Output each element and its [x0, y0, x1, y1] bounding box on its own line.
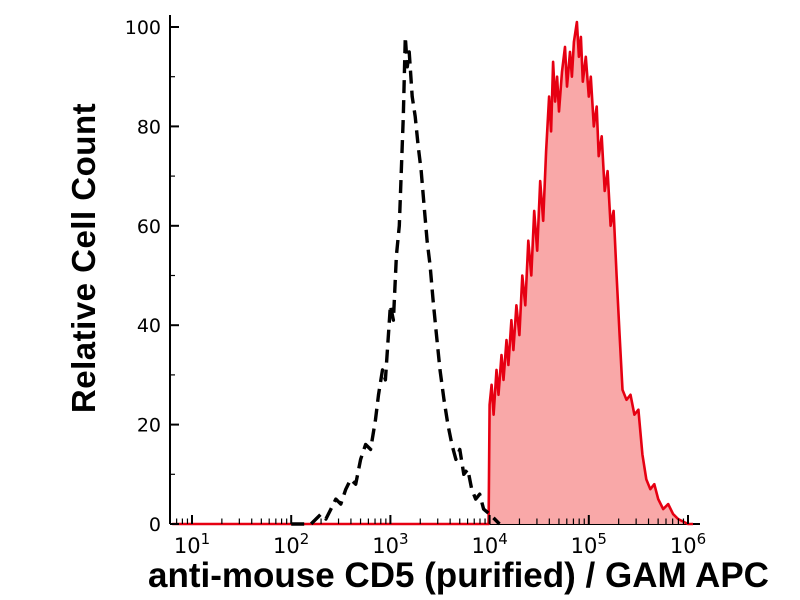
tick-labels: 101 102 103 104 105 106 0 20 40 60 80 100 [125, 17, 706, 558]
dashed-control-curve [291, 35, 501, 526]
y-tick-label: 20 [137, 415, 161, 437]
series-fill-0 [172, 22, 693, 524]
x-tick-label: 106 [670, 530, 706, 558]
y-tick-label: 0 [149, 514, 161, 536]
x-tick-label: 102 [273, 530, 309, 558]
y-tick-label: 40 [137, 315, 161, 337]
x-axis-label: anti-mouse CD5 (purified) / GAM APC [148, 556, 769, 595]
x-tick-label: 103 [372, 530, 408, 558]
x-tick-label: 101 [174, 530, 210, 558]
y-tick-label: 100 [125, 17, 161, 39]
x-tick-label: 105 [571, 530, 607, 558]
series [172, 20, 693, 526]
y-tick-label: 80 [137, 116, 161, 138]
x-tick-label: 104 [471, 530, 507, 558]
tick-marks [170, 26, 689, 525]
y-tick-label: 60 [137, 216, 161, 238]
red-histogram-curve [172, 20, 693, 526]
